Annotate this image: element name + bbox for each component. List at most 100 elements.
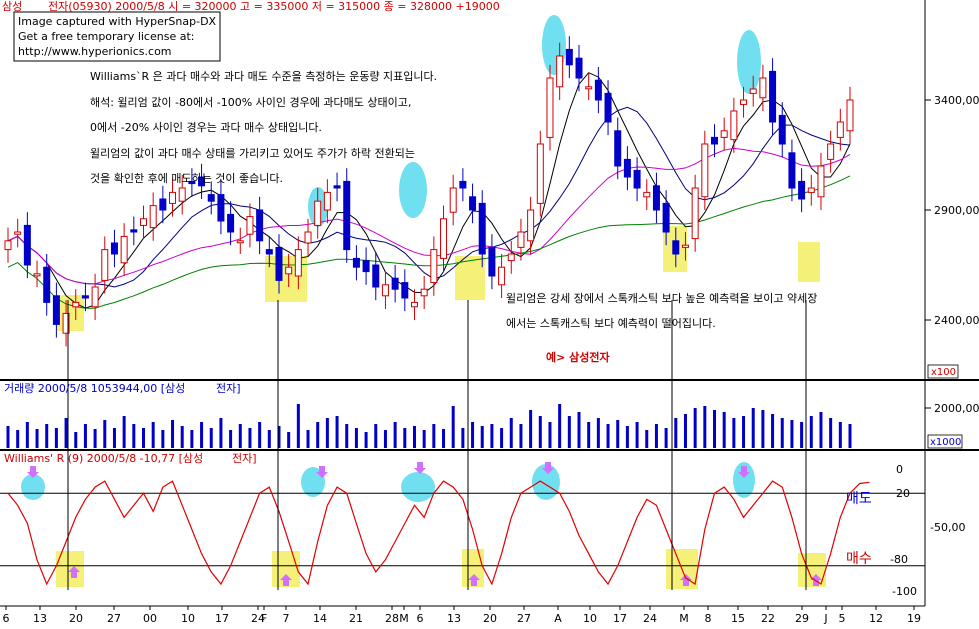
sell-arrow-icon: [738, 466, 750, 478]
price-y-label-2400: 2400,00: [934, 314, 979, 327]
williams-overbought-marker: [733, 462, 755, 498]
candle-body: [720, 130, 728, 138]
volume-bar: [64, 418, 68, 448]
ma5-line: [7, 72, 851, 309]
candlesticks: [4, 36, 854, 347]
volume-y-label: 2000,00: [934, 402, 979, 415]
sell-arrow-icon: [414, 462, 426, 474]
buy-arrow-icon: [680, 574, 692, 586]
candle-body: [139, 218, 147, 226]
x-tick-label: 20: [483, 612, 497, 625]
ma60-line: [7, 175, 851, 309]
volume-bar: [354, 428, 358, 448]
volume-bar: [606, 424, 610, 448]
volume-bar: [122, 416, 126, 448]
volume-bar: [403, 428, 407, 448]
volume-bar: [751, 408, 755, 448]
candle-body: [614, 130, 622, 167]
candle-body: [798, 180, 806, 200]
williams-y-0: 0: [896, 463, 903, 476]
volume-bar: [374, 424, 378, 448]
volume-bar: [209, 428, 213, 448]
annotation-line-7: 에서는 스톡캐스틱 보다 예측력이 떨어집니다.: [506, 317, 716, 330]
watermark-line-3: http://www.hyperionics.com: [18, 45, 172, 58]
volume-bar: [664, 428, 668, 448]
x-tick-label: 21: [349, 612, 363, 625]
x-tick-label: 24: [643, 612, 657, 625]
x-tick-label: 10: [583, 612, 597, 625]
oversold-marker: [455, 256, 485, 300]
candle-body: [643, 191, 651, 198]
volume-bar: [635, 422, 639, 448]
buy-arrow-icon: [468, 574, 480, 586]
annotation-line-1: Williams`R 은 과다 매수와 과다 매도 수준을 측정하는 운동량 지…: [90, 69, 437, 83]
volume-bar: [674, 418, 678, 448]
volume-title-2: 전자]: [216, 382, 241, 395]
watermark-line-1: Image captured with HyperSnap-DX: [18, 15, 217, 28]
price-y-axis: 3400,00 2900,00 2400,00 x100: [925, 94, 979, 379]
candle-body: [275, 246, 283, 281]
candle-body: [807, 187, 815, 193]
candle-body: [662, 202, 670, 233]
volume-bar: [190, 430, 194, 448]
candle-body: [333, 185, 341, 189]
oversold-marker: [798, 242, 820, 282]
candle-body: [23, 224, 31, 266]
candle-body: [556, 55, 564, 88]
stock-label: 삼성: [2, 0, 22, 13]
candle-body: [130, 229, 138, 233]
candle-body: [498, 266, 506, 286]
ma10-line: [7, 106, 851, 288]
candle-body: [527, 209, 535, 242]
candle-body: [827, 143, 835, 160]
example-label: 예> 삼성전자: [546, 350, 611, 364]
x-tick-label: 00: [143, 612, 157, 625]
candle-body: [4, 240, 12, 251]
x-tick-label: A: [554, 612, 562, 625]
x-tick-label: 10: [181, 612, 195, 625]
volume-bar: [713, 410, 717, 448]
candle-body: [265, 249, 273, 255]
volume-unit-box: [927, 434, 963, 449]
volume-bar: [654, 424, 658, 448]
volume-bar: [442, 429, 446, 448]
candle-body: [236, 240, 244, 244]
williams-overbought-marker: [532, 464, 560, 500]
candle-body: [72, 301, 80, 308]
candle-body: [565, 48, 573, 66]
williams-y-50: -50,00: [930, 521, 965, 534]
volume-bar: [577, 412, 581, 448]
watermark-box: [13, 11, 221, 62]
buy-arrow-icon: [280, 574, 292, 586]
candle-body: [372, 264, 380, 288]
volume-bar: [645, 430, 649, 448]
candle-body: [430, 249, 438, 284]
x-tick-label: 29: [795, 612, 809, 625]
sell-label: 매도: [846, 491, 872, 507]
volume-bar: [93, 429, 97, 448]
sell-arrow-icon: [27, 466, 39, 478]
volume-bar: [625, 426, 629, 448]
volume-bar: [151, 422, 155, 448]
x-tick-label: 8: [705, 612, 712, 625]
ma20-line: [7, 147, 851, 285]
volume-bar: [25, 422, 29, 448]
williams-y-20: 20: [896, 487, 910, 500]
volume-bar: [83, 424, 87, 448]
volume-bar: [422, 430, 426, 448]
candle-body: [836, 121, 844, 138]
candle-body: [352, 257, 360, 268]
x-tick-label: 13: [33, 612, 47, 625]
candle-body: [362, 260, 370, 273]
volume-bar: [780, 418, 784, 448]
x-tick-label: 6: [3, 612, 10, 625]
volume-bar: [490, 424, 494, 448]
x-tick-label: 6: [417, 612, 424, 625]
x-tick-label: J: [823, 612, 827, 625]
candle-body: [91, 286, 99, 308]
buy-arrow-icon: [68, 566, 80, 578]
candle-body: [314, 200, 322, 226]
candle-body: [401, 282, 409, 299]
candle-body: [594, 79, 602, 101]
volume-bar: [267, 430, 271, 448]
